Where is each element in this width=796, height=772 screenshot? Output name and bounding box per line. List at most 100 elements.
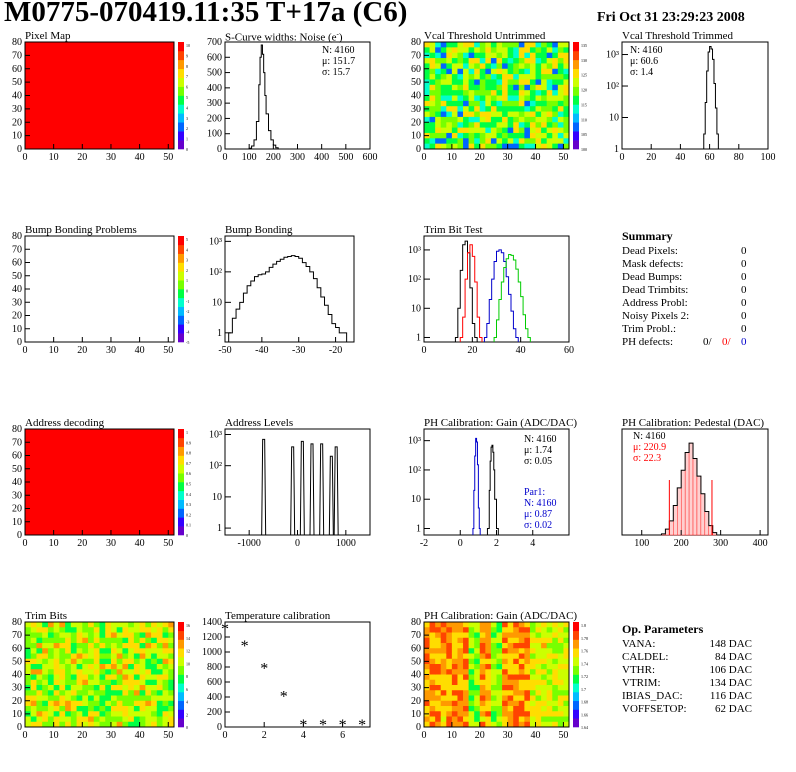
heatmap-cell <box>116 669 123 675</box>
address-peak <box>328 455 334 536</box>
heatmap-cell <box>479 127 486 134</box>
heatmap-cell <box>502 679 509 686</box>
heatmap-cell <box>451 122 458 128</box>
heatmap-cell <box>518 679 525 686</box>
heatmap-cell <box>552 122 559 128</box>
heatmap-cell <box>541 627 548 633</box>
heatmap-cell <box>440 90 447 96</box>
heatmap-cell <box>451 42 458 48</box>
heatmap-cell <box>151 653 158 660</box>
heatmap-cell <box>47 685 55 691</box>
heatmap-cell <box>529 643 536 649</box>
heatmap-cell <box>485 653 492 660</box>
heatmap-cell <box>133 664 141 670</box>
heatmap-cell <box>122 695 129 702</box>
palette-label: 1.7 <box>581 687 586 692</box>
heatmap-cell <box>82 622 89 628</box>
heatmap-cell <box>168 627 175 633</box>
heatmap-cell <box>151 643 158 649</box>
heatmap-cell <box>468 706 475 712</box>
heatmap-cell <box>552 100 559 107</box>
heatmap-cell <box>541 653 548 660</box>
heatmap-cell <box>440 111 447 118</box>
heatmap-cell <box>457 706 464 712</box>
heatmap-cell <box>59 653 66 660</box>
heatmap-cell <box>93 637 100 644</box>
trim_bits-cells <box>25 622 175 728</box>
heatmap-cell <box>162 653 169 660</box>
heatmap-cell <box>429 674 436 681</box>
palette-swatch <box>178 50 184 61</box>
x-tick-label: -40 <box>255 345 268 356</box>
heatmap-cell <box>88 622 95 628</box>
heatmap-cell <box>529 74 536 80</box>
heatmap-cell <box>463 721 470 728</box>
stat-n: N: 4160 <box>630 45 663 56</box>
heatmap-cell <box>139 721 146 728</box>
x-tick-label: 200 <box>674 538 689 549</box>
heatmap-cell <box>99 695 106 702</box>
heatmap-cell <box>168 648 175 654</box>
heatmap-cell <box>424 95 430 102</box>
heatmap-cell <box>25 648 32 654</box>
heatmap-cell <box>162 669 169 675</box>
heatmap-cell <box>457 653 464 660</box>
heatmap-cell <box>507 685 514 691</box>
heatmap-cell <box>457 674 464 681</box>
heatmap-cell <box>490 674 497 681</box>
heatmap-cell <box>440 47 447 54</box>
y-tick-label: 20 <box>12 117 22 128</box>
heatmap-cell <box>468 690 475 696</box>
heatmap-cell <box>563 706 570 712</box>
param-label: VTHR: <box>622 664 655 676</box>
heatmap-cell <box>524 95 531 102</box>
x-tick-label: 0 <box>23 152 28 163</box>
heatmap-cell <box>435 79 442 86</box>
heatmap-cell <box>496 90 503 96</box>
heatmap-cell <box>446 706 453 712</box>
heatmap-cell <box>446 637 453 644</box>
y-tick-label: 10³ <box>606 50 619 61</box>
x-tick-label: 10 <box>447 152 457 163</box>
heatmap-cell <box>502 716 509 723</box>
heatmap-cell <box>440 685 447 691</box>
heatmap-cell <box>513 122 520 128</box>
heatmap-cell <box>557 721 564 728</box>
heatmap-cell <box>168 685 175 691</box>
heatmap-cell <box>446 669 453 675</box>
heatmap-cell <box>162 664 169 670</box>
heatmap-cell <box>463 706 470 712</box>
heatmap-cell <box>524 138 531 145</box>
heatmap-cell <box>82 711 89 717</box>
heatmap-cell <box>552 695 559 702</box>
palette-label: 125 <box>581 73 587 78</box>
heatmap-cell <box>70 690 77 696</box>
heatmap-cell <box>145 695 152 702</box>
palette-label: 1 <box>186 278 188 283</box>
heatmap-cell <box>446 95 453 102</box>
palette-swatch <box>178 665 184 675</box>
heatmap-cell <box>65 711 72 717</box>
heatmap-cell <box>557 122 564 128</box>
heatmap-cell <box>485 95 492 102</box>
palette-label: 8 <box>186 674 188 679</box>
heatmap-cell <box>496 138 503 145</box>
heatmap-cell <box>529 63 536 70</box>
heatmap-cell <box>496 711 503 717</box>
heatmap-cell <box>524 127 531 134</box>
heatmap-cell <box>110 690 118 696</box>
heatmap-cell <box>518 68 525 75</box>
heatmap-cell <box>529 95 536 102</box>
heatmap-cell <box>479 58 486 64</box>
heatmap-cell <box>474 700 481 707</box>
heatmap-cell <box>485 643 492 649</box>
ph-pedestal-stats: N: 4160 μ: 220.9 σ: 22.3 <box>633 431 666 464</box>
heatmap-cell <box>474 669 481 675</box>
heatmap-cell <box>110 643 118 649</box>
heatmap-cell <box>139 674 146 681</box>
heatmap-cell <box>529 664 536 670</box>
heatmap-cell <box>535 127 542 134</box>
heatmap-cell <box>479 622 486 628</box>
heatmap-cell <box>546 122 553 128</box>
heatmap-cell <box>30 622 37 628</box>
